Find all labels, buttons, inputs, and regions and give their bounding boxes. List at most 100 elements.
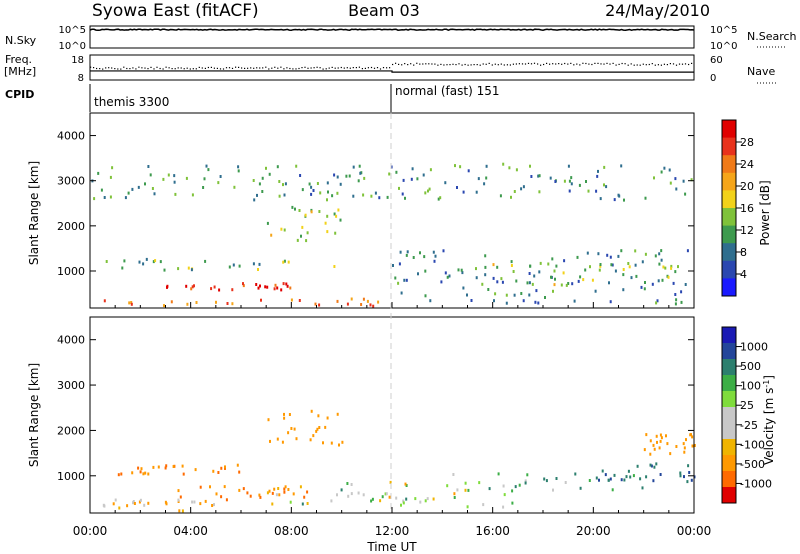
velocity-cell xyxy=(389,480,392,484)
cpid-mode-1: themis 3300 xyxy=(94,95,169,109)
power-x-ticks xyxy=(89,302,695,308)
nave-dot xyxy=(533,62,536,64)
velocity-cell xyxy=(357,491,360,495)
colorbar-tick-label: -500 xyxy=(740,458,765,471)
velocity-cell xyxy=(388,495,391,499)
velocity-cell xyxy=(467,488,470,492)
nave-dot xyxy=(216,67,218,69)
velocity-cell xyxy=(330,441,333,445)
velocity-cell xyxy=(627,469,630,473)
nave-dot xyxy=(322,68,324,70)
power-cell xyxy=(195,301,198,304)
nave-dot xyxy=(627,64,629,66)
power-cell xyxy=(103,299,106,303)
velocity-cell xyxy=(157,465,160,469)
nave-dot xyxy=(621,62,623,65)
power-cell xyxy=(282,260,285,264)
power-cell xyxy=(256,193,258,197)
power-cell xyxy=(377,300,380,304)
power-cell xyxy=(579,275,582,279)
colorbar-tick-label: 25 xyxy=(740,399,754,412)
velocity-cell xyxy=(140,467,143,471)
nave-dot xyxy=(591,63,593,66)
nave-dot xyxy=(663,63,665,65)
velocity-cell xyxy=(283,412,285,416)
power-cell xyxy=(152,260,155,264)
nave-dot xyxy=(180,67,182,69)
power-cell xyxy=(622,268,625,271)
power-cell xyxy=(203,177,206,181)
power-cell xyxy=(462,190,465,194)
nave-dot xyxy=(506,64,508,66)
power-cell xyxy=(331,194,334,198)
velocity-cell xyxy=(278,493,281,497)
power-cell xyxy=(513,190,516,193)
power-cell xyxy=(109,195,112,199)
colorbar-frame xyxy=(721,326,737,504)
power-cell xyxy=(584,268,587,272)
power-cell xyxy=(608,281,610,285)
nave-dot xyxy=(168,67,170,69)
nave-dot xyxy=(488,62,490,64)
nave-dot xyxy=(684,63,687,65)
colorbar-tick-label: -1000 xyxy=(740,477,772,490)
power-cell xyxy=(668,168,671,172)
velocity-cell xyxy=(347,494,350,498)
power-cell xyxy=(278,180,281,183)
velocity-cell xyxy=(543,477,546,481)
power-cell xyxy=(193,284,195,288)
power-cell xyxy=(567,164,570,168)
freq-top-tick: 18 xyxy=(71,55,84,66)
power-cell xyxy=(318,210,321,213)
power-cell xyxy=(401,192,404,196)
nave-dot xyxy=(419,63,421,65)
velocity-cell xyxy=(299,485,302,489)
power-cell xyxy=(686,249,689,253)
power-cell xyxy=(130,302,133,306)
nave-dot xyxy=(491,64,493,66)
nave-dot xyxy=(401,64,403,66)
y-tick-label: 1000 xyxy=(57,265,85,278)
velocity-cell xyxy=(191,500,194,504)
velocity-cell xyxy=(340,488,343,492)
power-cell xyxy=(205,164,208,168)
power-cell xyxy=(242,282,244,286)
power-cell xyxy=(599,197,602,201)
nave-dot xyxy=(340,66,342,69)
power-cell xyxy=(554,180,557,183)
power-cell xyxy=(428,187,431,191)
velocity-cell xyxy=(652,479,655,483)
power-cell xyxy=(512,270,515,273)
power-cell xyxy=(260,298,262,302)
power-cell xyxy=(475,267,477,271)
power-cell xyxy=(586,251,589,255)
nave-dot xyxy=(370,66,373,69)
power-cell xyxy=(301,225,304,229)
power-cell xyxy=(448,274,451,278)
nave-dot xyxy=(609,63,611,65)
power-cell xyxy=(357,179,360,183)
y-tick-label: 2000 xyxy=(57,220,85,233)
power-cell xyxy=(149,173,152,177)
power-cell xyxy=(333,212,336,216)
power-cell xyxy=(350,297,353,301)
velocity-cell xyxy=(482,503,485,507)
power-cell xyxy=(124,196,127,200)
power-cell xyxy=(505,301,508,305)
nave-dot xyxy=(398,63,400,65)
power-cell xyxy=(550,275,552,279)
power-cell xyxy=(335,214,338,218)
nave-dot xyxy=(358,66,360,68)
velocity-cell xyxy=(165,502,168,506)
velocity-cell xyxy=(271,502,274,506)
power-cell xyxy=(231,302,234,306)
power-cell xyxy=(128,301,131,305)
power-cell xyxy=(434,254,437,258)
velocity-cell xyxy=(655,434,658,438)
colorbar-cell xyxy=(722,487,736,504)
nave-dot xyxy=(310,67,312,69)
velocity-cell xyxy=(137,466,140,470)
velocity-cell xyxy=(133,502,136,505)
power-cell xyxy=(284,182,287,186)
velocity-cell xyxy=(290,427,293,430)
